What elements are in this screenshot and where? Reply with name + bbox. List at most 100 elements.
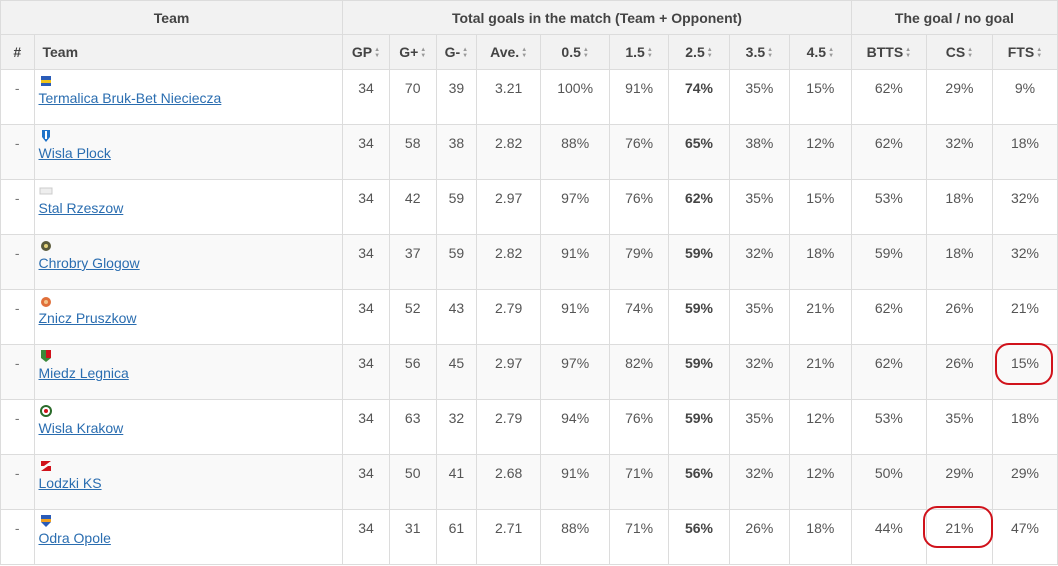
- odra-logo-icon: [39, 514, 53, 528]
- stat-value: 39: [448, 80, 465, 96]
- table-row: - Chrobry Glogow 34 37 59 2.82 91% 79% 59% 32% 18%…: [0, 234, 1058, 290]
- stat-value: 29%: [945, 80, 974, 96]
- column-header-o35[interactable]: 3.5 ▲ ▼: [728, 34, 790, 70]
- column-header-o25[interactable]: 2.5 ▲ ▼: [668, 34, 730, 70]
- stat-value: 21%: [806, 355, 835, 371]
- sort-arrows-icon[interactable]: ▲ ▼: [1036, 47, 1043, 60]
- stat-value: 32%: [945, 135, 974, 151]
- stat-value: 82%: [625, 355, 654, 371]
- stat-cell-o25: 59%: [668, 344, 730, 400]
- column-header-label: #: [13, 44, 22, 60]
- stat-cell-cs: 29%: [925, 69, 993, 125]
- stat-value: 45: [448, 355, 465, 371]
- stat-value: 59%: [874, 245, 903, 261]
- stat-value: 32%: [1010, 245, 1039, 261]
- stat-value: 38%: [745, 135, 774, 151]
- team-link[interactable]: Wisla Plock: [38, 145, 111, 161]
- sort-arrows-icon[interactable]: ▲ ▼: [905, 47, 912, 60]
- column-header-ave[interactable]: Ave. ▲ ▼: [476, 34, 542, 70]
- sort-arrows-icon[interactable]: ▲ ▼: [521, 47, 528, 60]
- column-header-label: 2.5: [685, 44, 705, 60]
- table-row: - Lodzki KS 34 50 41 2.68 91% 71% 56% 32% 12% 50% 29…: [0, 454, 1058, 510]
- stat-value: 59%: [684, 245, 713, 261]
- stat-value: 3.21: [495, 80, 523, 96]
- stat-cell-fts: 18%: [991, 124, 1058, 180]
- stat-cell-o15: 71%: [609, 454, 670, 510]
- stat-cell-ave: 2.79: [476, 399, 542, 455]
- column-header-label: 3.5: [745, 44, 766, 60]
- stat-value: 62%: [874, 135, 903, 151]
- sort-arrows-icon[interactable]: ▲ ▼: [462, 47, 469, 60]
- sort-arrows-icon[interactable]: ▲ ▼: [767, 47, 774, 60]
- column-header-label: 4.5: [806, 44, 827, 60]
- team-link[interactable]: Znicz Pruszkow: [38, 310, 137, 326]
- column-header-label: Team: [42, 44, 79, 60]
- stat-value: 32%: [745, 245, 774, 261]
- stat-value: 34: [358, 135, 374, 151]
- stat-value: 12%: [806, 135, 835, 151]
- stat-value: 34: [358, 410, 374, 426]
- sort-arrows-icon[interactable]: ▲ ▼: [706, 47, 713, 60]
- team-link[interactable]: Wisla Krakow: [38, 420, 124, 436]
- column-header-g-plus[interactable]: G+ ▲ ▼: [388, 34, 437, 70]
- rank-cell: -: [0, 344, 35, 400]
- stat-cell-gp: 34: [342, 509, 390, 565]
- stat-cell-cs: 32%: [925, 124, 993, 180]
- stat-cell-cs: 26%: [925, 344, 993, 400]
- stat-cell-o05: 100%: [540, 69, 611, 125]
- column-header-gp[interactable]: GP ▲ ▼: [342, 34, 390, 70]
- stat-cell-g-plus: 63: [388, 399, 437, 455]
- stat-value: 53%: [874, 190, 903, 206]
- stat-value: 56%: [684, 465, 713, 481]
- team-link[interactable]: Stal Rzeszow: [38, 200, 124, 216]
- stat-cell-g-minus: 61: [435, 509, 478, 565]
- team-link[interactable]: Miedz Legnica: [38, 365, 129, 381]
- stal-rzeszow-logo-icon: [39, 184, 53, 198]
- stat-value: 43: [448, 300, 465, 316]
- column-header-rank: #: [0, 34, 35, 70]
- table-row: - Stal Rzeszow 34 42 59 2.97 97% 76% 62% 35% 15% 53…: [0, 179, 1058, 235]
- stat-value: 35%: [745, 410, 774, 426]
- column-header-o05[interactable]: 0.5 ▲ ▼: [540, 34, 611, 70]
- team-link[interactable]: Odra Opole: [38, 530, 111, 546]
- sort-arrows-icon[interactable]: ▲ ▼: [646, 47, 653, 60]
- sort-arrows-icon[interactable]: ▲ ▼: [420, 47, 427, 60]
- header-group-total-goals: Total goals in the match (Team + Opponen…: [342, 0, 852, 35]
- stat-cell-o15: 79%: [609, 234, 670, 290]
- team-link[interactable]: Termalica Bruk-Bet Nieciecza: [38, 90, 222, 106]
- column-header-cs[interactable]: CS ▲ ▼: [925, 34, 993, 70]
- stat-value: 18%: [1010, 135, 1039, 151]
- stat-cell-o45: 12%: [788, 124, 852, 180]
- stat-cell-g-minus: 32: [435, 399, 478, 455]
- stat-value: 34: [358, 465, 374, 481]
- column-header-label: 1.5: [625, 44, 645, 60]
- column-header-o45[interactable]: 4.5 ▲ ▼: [788, 34, 852, 70]
- rank-cell: -: [0, 234, 35, 290]
- stat-value: 42: [404, 190, 421, 206]
- stat-cell-g-plus: 31: [388, 509, 437, 565]
- stat-cell-ave: 2.68: [476, 454, 542, 510]
- column-header-o15[interactable]: 1.5 ▲ ▼: [609, 34, 670, 70]
- stat-cell-o05: 97%: [540, 179, 611, 235]
- column-header-g-minus[interactable]: G- ▲ ▼: [435, 34, 478, 70]
- stat-value: 32%: [745, 465, 774, 481]
- sort-arrows-icon[interactable]: ▲ ▼: [374, 47, 381, 60]
- team-link[interactable]: Chrobry Glogow: [38, 255, 140, 271]
- team-link[interactable]: Lodzki KS: [38, 475, 102, 491]
- stat-cell-o05: 97%: [540, 344, 611, 400]
- stat-cell-o25: 56%: [668, 509, 730, 565]
- stat-value: 31: [404, 520, 421, 536]
- column-header-btts[interactable]: BTTS ▲ ▼: [850, 34, 927, 70]
- sort-arrows-icon[interactable]: ▲ ▼: [828, 47, 835, 60]
- sort-arrows-icon[interactable]: ▲ ▼: [582, 47, 589, 60]
- rank-cell: -: [0, 124, 35, 180]
- sort-arrows-icon[interactable]: ▲ ▼: [967, 47, 974, 60]
- column-header-fts[interactable]: FTS ▲ ▼: [991, 34, 1058, 70]
- stat-value: 32%: [1010, 190, 1039, 206]
- stat-value: 15%: [806, 190, 835, 206]
- stat-cell-btts: 53%: [850, 399, 927, 455]
- stat-value: 91%: [561, 245, 590, 261]
- stat-cell-btts: 59%: [850, 234, 927, 290]
- stat-value: 59%: [684, 410, 713, 426]
- team-cell: Wisla Krakow: [33, 399, 344, 455]
